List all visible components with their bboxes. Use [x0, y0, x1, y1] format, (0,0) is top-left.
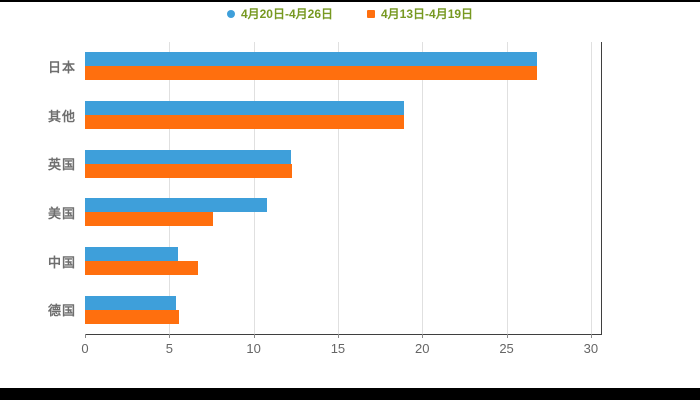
gridline	[590, 42, 592, 334]
bar-group	[85, 139, 601, 188]
category-label: 英国	[47, 157, 76, 173]
bar-series-1[interactable]	[85, 101, 404, 115]
x-tick-label: 15	[330, 341, 346, 356]
bar-group	[85, 188, 601, 237]
bar-group	[85, 285, 601, 334]
x-tick-mark	[506, 334, 508, 338]
category-label: 其他	[47, 108, 76, 124]
category-label: 中国	[47, 254, 76, 270]
gridline	[253, 42, 255, 334]
legend-item[interactable]: 4月20日-4月26日	[226, 5, 333, 22]
chart-legend: 4月20日-4月26日 4月13日-4月19日	[0, 5, 700, 22]
x-tick-mark	[422, 334, 424, 338]
legend-label: 4月13日-4月19日	[381, 7, 474, 21]
x-tick-label: 30	[583, 341, 599, 356]
plot-area	[85, 42, 602, 335]
x-tick-label: 25	[499, 341, 514, 356]
bar-series-2[interactable]	[85, 115, 404, 129]
gridline	[337, 42, 339, 334]
x-tick-label: 10	[246, 341, 261, 356]
x-tick-mark	[169, 334, 171, 338]
gridlines	[85, 42, 601, 334]
x-tick-mark	[253, 334, 255, 338]
bar-series-2[interactable]	[85, 261, 198, 276]
category-label: 德国	[47, 303, 76, 319]
bar-rows	[85, 42, 601, 334]
category-label: 美国	[47, 205, 76, 221]
x-tick-mark	[337, 334, 339, 338]
bar-group	[85, 42, 601, 91]
legend-marker-square-icon	[367, 9, 375, 18]
top-letterbox	[0, 0, 700, 2]
x-tick-mark	[590, 334, 592, 338]
legend-label: 4月20日-4月26日	[240, 7, 333, 21]
x-axis-ticks	[85, 334, 601, 339]
bar-series-2[interactable]	[85, 309, 180, 324]
bar-series-1[interactable]	[85, 247, 178, 262]
gridline	[422, 42, 424, 334]
x-tick-label: 5	[165, 341, 173, 356]
bar-series-1[interactable]	[85, 198, 268, 213]
category-label: 日本	[47, 59, 76, 75]
gridline	[506, 42, 508, 334]
bar-chart: 4月20日-4月26日 4月13日-4月19日 日本其他英国美国中国德国 0 5 10…	[0, 2, 700, 388]
bar-group	[85, 91, 601, 140]
bar-series-1[interactable]	[85, 52, 537, 67]
category-labels: 日本其他英国美国中国德国	[0, 42, 76, 334]
bar-series-1[interactable]	[85, 295, 177, 310]
bar-series-1[interactable]	[85, 149, 291, 164]
bar-series-2[interactable]	[85, 163, 293, 178]
x-tick-label: 20	[415, 341, 430, 356]
bottom-letterbox	[0, 388, 700, 400]
bar-series-2[interactable]	[85, 66, 537, 81]
bar-series-2[interactable]	[85, 212, 214, 227]
legend-item[interactable]: 4月13日-4月19日	[367, 5, 473, 22]
x-tick-mark	[85, 334, 86, 338]
legend-marker-circle-icon	[226, 9, 235, 18]
bar-group	[85, 237, 601, 286]
gridline	[169, 42, 171, 334]
x-axis-labels: 0 5 10 15 20 25 30	[81, 341, 601, 357]
x-tick-label: 0	[81, 341, 89, 356]
